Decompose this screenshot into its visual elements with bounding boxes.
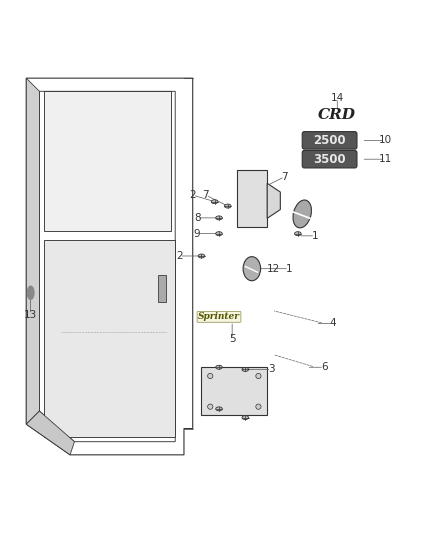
Text: 6: 6 [321,362,328,372]
Text: 9: 9 [194,229,201,239]
Text: 7: 7 [281,172,288,182]
Ellipse shape [215,232,222,236]
Polygon shape [237,170,267,227]
Ellipse shape [256,404,261,409]
Ellipse shape [225,204,231,208]
Text: 8: 8 [194,213,201,223]
Text: 2500: 2500 [313,134,346,147]
Ellipse shape [256,374,261,378]
Text: 5: 5 [229,334,236,344]
FancyBboxPatch shape [302,150,357,168]
Ellipse shape [215,216,222,220]
Ellipse shape [215,407,222,411]
Ellipse shape [294,232,301,236]
Ellipse shape [211,200,218,204]
Text: 10: 10 [379,135,392,146]
Ellipse shape [215,365,222,369]
Text: 2: 2 [176,251,183,261]
Polygon shape [201,367,267,415]
Ellipse shape [27,286,34,300]
Text: 14: 14 [331,93,344,103]
Text: Sprinter: Sprinter [198,312,240,321]
Text: 3: 3 [268,365,275,374]
Text: 3500: 3500 [313,152,346,166]
Text: 2: 2 [189,190,196,200]
Ellipse shape [198,254,205,258]
Text: CRD: CRD [318,108,356,123]
Polygon shape [26,411,74,455]
Text: 13: 13 [24,310,37,320]
Ellipse shape [242,416,249,419]
Ellipse shape [208,404,213,409]
Ellipse shape [293,200,311,228]
Ellipse shape [243,257,261,281]
Polygon shape [44,240,175,437]
Polygon shape [158,275,166,302]
Text: 4: 4 [329,318,336,328]
FancyBboxPatch shape [302,132,357,149]
Text: 1: 1 [286,264,293,273]
Text: 11: 11 [379,154,392,164]
Text: 12: 12 [267,264,280,273]
Polygon shape [267,183,280,219]
Polygon shape [26,78,39,424]
Text: 7: 7 [202,190,209,200]
Polygon shape [44,91,171,231]
Ellipse shape [208,374,213,378]
Text: 1: 1 [312,231,319,241]
Ellipse shape [242,367,249,372]
